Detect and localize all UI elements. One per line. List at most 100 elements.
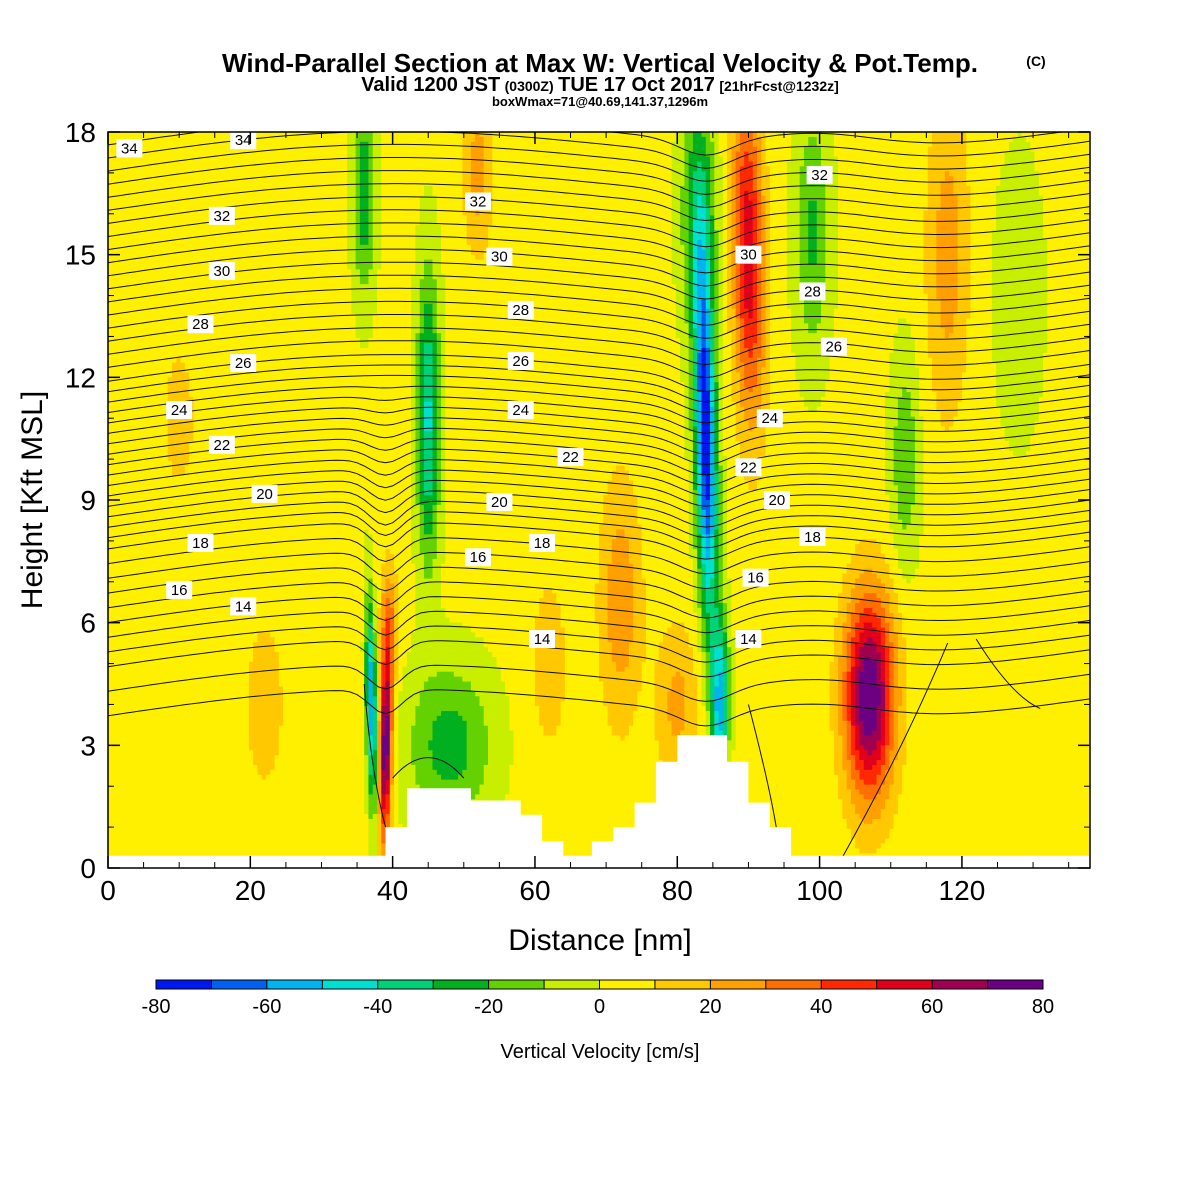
vv-cell [496, 215, 502, 221]
vv-cell [223, 146, 229, 153]
vv-cell [142, 166, 148, 172]
vv-cell [505, 215, 510, 221]
vv-cell [799, 176, 805, 182]
vv-cell [159, 151, 165, 158]
vv-cell [265, 176, 271, 182]
vv-cell [227, 181, 233, 187]
vv-cell [569, 215, 574, 221]
vv-cell [108, 171, 113, 177]
vv-cell [1081, 176, 1087, 182]
vv-cell [1000, 181, 1006, 187]
vv-cell [692, 210, 698, 217]
vv-cell [432, 195, 438, 202]
vv-cell [936, 171, 942, 177]
vv-cell [842, 195, 848, 202]
vv-cell [552, 171, 557, 177]
vv-cell [786, 220, 792, 226]
vv-cell [577, 190, 583, 197]
vv-cell [688, 195, 694, 202]
vv-cell [116, 132, 122, 138]
vv-cell [462, 136, 468, 143]
vv-cell [1008, 136, 1014, 143]
vv-cell [821, 190, 826, 197]
vv-cell [633, 156, 639, 163]
vv-cell [769, 195, 775, 202]
vv-cell [415, 151, 421, 158]
vv-cell [599, 176, 604, 182]
vv-cell [919, 176, 925, 182]
vv-cell [919, 195, 925, 202]
vv-cell [684, 146, 690, 153]
vv-cell [167, 136, 173, 143]
vv-cell [462, 230, 468, 236]
vv-cell [795, 215, 801, 221]
vv-cell [791, 200, 796, 207]
vv-cell [308, 176, 314, 182]
vv-cell [932, 200, 937, 207]
vv-cell [1068, 210, 1074, 217]
vv-cell [154, 225, 160, 231]
vv-cell [470, 220, 476, 226]
vv-cell [974, 195, 980, 202]
vv-cell [419, 171, 425, 177]
vv-cell [739, 146, 745, 153]
vv-cell [897, 136, 903, 143]
vv-cell [799, 166, 805, 172]
vv-cell [645, 200, 651, 207]
vv-cell [569, 156, 574, 163]
vv-cell [214, 146, 220, 153]
vv-cell [936, 156, 942, 163]
vv-cell [761, 141, 767, 148]
vv-cell [159, 235, 165, 241]
vv-cell [1034, 205, 1040, 212]
vv-cell [406, 200, 412, 207]
vv-cell [167, 235, 173, 241]
vv-cell [1030, 225, 1036, 231]
vv-cell [265, 235, 271, 241]
vv-cell [872, 210, 878, 217]
vv-cell [842, 230, 848, 236]
vv-cell [654, 141, 660, 148]
vv-cell [974, 136, 980, 143]
vv-cell [223, 156, 229, 163]
vv-cell [586, 171, 592, 177]
vv-cell [189, 230, 194, 236]
vv-cell [560, 181, 566, 187]
vv-cell [573, 156, 579, 163]
vv-cell [902, 181, 908, 187]
vv-cell [522, 195, 528, 202]
vv-cell [330, 230, 335, 236]
vv-cell [680, 210, 685, 217]
vv-cell [987, 161, 993, 167]
vv-cell [137, 185, 143, 192]
vv-cell [189, 141, 194, 148]
vv-cell [718, 181, 724, 187]
vv-cell [423, 185, 429, 192]
vv-cell [744, 185, 750, 192]
vv-cell [564, 235, 570, 241]
vv-cell [338, 195, 344, 202]
vv-cell [347, 215, 352, 221]
vv-cell [748, 185, 754, 192]
vv-cell [214, 132, 220, 138]
vv-cell [184, 132, 190, 138]
vv-cell [112, 141, 118, 148]
vv-cell [146, 141, 152, 148]
vv-cell [445, 195, 451, 202]
vv-cell [338, 215, 344, 221]
vv-cell [774, 141, 779, 148]
vv-cell [624, 132, 630, 138]
vv-cell [517, 156, 523, 163]
vv-cell [1008, 220, 1014, 226]
vv-cell [436, 225, 442, 231]
vv-cell [628, 220, 634, 226]
vv-cell [441, 132, 446, 138]
vv-cell [838, 185, 843, 192]
vv-cell [274, 215, 280, 221]
vv-cell [1004, 225, 1010, 231]
vv-cell [966, 171, 972, 177]
vv-cell [1068, 185, 1074, 192]
vv-cell [722, 230, 728, 236]
vv-cell [453, 190, 459, 197]
vv-cell [705, 220, 711, 226]
